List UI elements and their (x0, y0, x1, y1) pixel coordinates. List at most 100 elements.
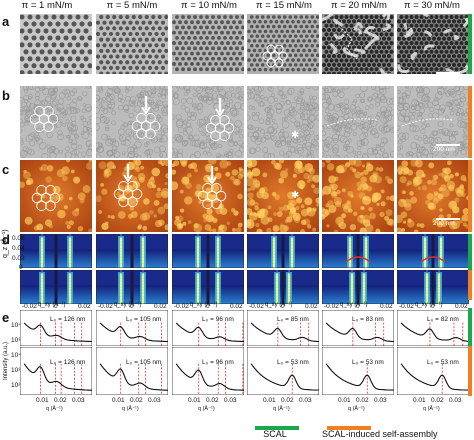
saxs-plot-top-5 (322, 310, 394, 346)
saxs-plot-top-2 (96, 310, 168, 346)
l0-label-top-5: L₀ = 83 nm (352, 316, 384, 323)
d-x-tick-4-3: 0.02 (305, 303, 318, 310)
e-x-tick-6-3: 0.03 (449, 397, 462, 404)
row-a-tile-5 (322, 14, 394, 74)
d-y-tick-1: 0.06 (12, 235, 25, 242)
gisaxs-map-bottom-6 (397, 270, 469, 304)
d-x-tick-3-3: 0.02 (230, 303, 243, 310)
l0-label-bottom-1: L₀ = 126 nm (50, 359, 86, 366)
gisaxs-map-bottom-4 (247, 270, 319, 304)
e-x-tick-6-2: 0.02 (431, 397, 444, 404)
gisaxs-map-top-6 (397, 234, 469, 268)
d-x-tick-4-2: 0 (281, 303, 285, 310)
row-a-tile-3 (172, 14, 244, 74)
e-y-tick-top-2: 10³ (11, 337, 21, 344)
row-a-tile-4 (247, 14, 319, 74)
l0-label-top-2: L₀ = 105 nm (126, 316, 162, 323)
e-y-tick-top-1: 10⁴ (11, 322, 22, 329)
e-x-tick-2-2: 0.02 (130, 397, 143, 404)
d-x-tick-2-2: 0 (130, 303, 134, 310)
row-c-tile-3 (172, 160, 244, 232)
legend-scal-label: SCAL (263, 429, 287, 439)
e-x-tick-3-1: 0.01 (188, 397, 201, 404)
induced-stripe-e (468, 346, 472, 396)
e-y-tick-bot-3: 10² (11, 382, 21, 389)
d-x-axis-label-1: q_xy (Å⁻¹) (38, 302, 66, 308)
e-x-tick-6-1: 0.01 (413, 397, 426, 404)
e-x-tick-3-2: 0.02 (206, 397, 219, 404)
pressure-header-2: π = 5 mN/m (106, 0, 158, 11)
row-a-tile-1 (20, 14, 92, 74)
e-x-tick-5-3: 0.03 (374, 397, 387, 404)
e-x-tick-2-3: 0.03 (148, 397, 161, 404)
e-x-axis-label-5: q (Å⁻¹) (348, 406, 365, 412)
gisaxs-map-bottom-1 (20, 270, 92, 304)
scale-bar-c (436, 218, 460, 220)
e-x-axis-label-6: q (Å⁻¹) (423, 406, 440, 412)
row-b-tile-1 (20, 86, 92, 158)
l0-label-bottom-3: L₀ = 96 nm (202, 359, 234, 366)
d-x-tick-4-1: -0.02 (249, 303, 264, 310)
row-b-tile-3 (172, 86, 244, 158)
row-b-tile-2 (96, 86, 168, 158)
saxs-plot-bottom-1 (20, 347, 92, 395)
l0-label-bottom-4: L₀ = 53 nm (277, 359, 309, 366)
row-c-tile-5 (322, 160, 394, 232)
e-x-axis-label-2: q (Å⁻¹) (122, 406, 139, 412)
d-x-axis-label-6: q_xy (Å⁻¹) (415, 302, 443, 308)
induced-stripe-d (468, 270, 472, 300)
e-y-tick-bot-2: 10³ (11, 367, 21, 374)
d-y-tick-3: 0.02 (12, 255, 25, 262)
svg-text:✱: ✱ (291, 130, 299, 141)
d-x-tick-5-3: 0.02 (380, 303, 393, 310)
gisaxs-map-top-2 (96, 234, 168, 268)
d-x-tick-3-1: -0.02 (174, 303, 189, 310)
gisaxs-map-top-1 (20, 234, 92, 268)
d-x-tick-1-1: -0.02 (22, 303, 37, 310)
e-x-tick-1-2: 0.02 (54, 397, 67, 404)
d-x-axis-label-5: q_xy (Å⁻¹) (340, 302, 368, 308)
scale-label-a: 200 nm (433, 74, 455, 81)
scale-label-b: 200 nm (433, 146, 455, 153)
gisaxs-map-top-5 (322, 234, 394, 268)
pressure-header-1: π = 1 mN/m (21, 0, 73, 11)
svg-text:✱: ✱ (291, 190, 299, 201)
row-c-tile-1 (20, 160, 92, 232)
row-b-tile-5 (322, 86, 394, 158)
row-c-tile-4: ✱ (247, 160, 319, 232)
pressure-header-6: π = 30 mN/m (404, 0, 460, 11)
row-c-tile-2 (96, 160, 168, 232)
saxs-plot-bottom-4 (247, 347, 319, 395)
d-x-tick-3-2: 0 (206, 303, 210, 310)
e-x-axis-label-3: q (Å⁻¹) (198, 406, 215, 412)
l0-label-top-1: L₀ = 126 nm (50, 316, 86, 323)
d-x-axis-label-3: q_xy (Å⁻¹) (190, 302, 218, 308)
e-x-tick-2-1: 0.01 (112, 397, 125, 404)
row-c-tile-6 (397, 160, 469, 232)
l0-label-bottom-6: L₀ = 53 nm (427, 359, 459, 366)
row-b-tile-6 (397, 86, 469, 158)
saxs-plot-top-3 (172, 310, 244, 346)
l0-label-top-6: L₀ = 82 nm (427, 316, 459, 323)
scal-stripe-d (468, 234, 472, 270)
scale-bar-b (436, 144, 460, 146)
row-a-tile-6 (397, 14, 469, 74)
e-x-tick-5-2: 0.02 (356, 397, 369, 404)
e-x-tick-1-3: 0.03 (72, 397, 85, 404)
saxs-plot-top-6 (397, 310, 469, 346)
e-x-tick-4-1: 0.01 (263, 397, 276, 404)
e-x-tick-5-1: 0.01 (338, 397, 351, 404)
saxs-plot-bottom-6 (397, 347, 469, 395)
saxs-plot-top-4 (247, 310, 319, 346)
e-y-axis-label: Intensity (a.u.) (3, 341, 9, 380)
panel-label-a: a (2, 14, 10, 29)
l0-label-top-4: L₀ = 85 nm (277, 316, 309, 323)
d-x-tick-6-1: -0.02 (399, 303, 414, 310)
pressure-header-5: π = 20 mN/m (331, 0, 387, 11)
saxs-plot-bottom-5 (322, 347, 394, 395)
legend-induced-label: SCAL-induced self-assembly (322, 429, 438, 439)
d-y-tick-2: 0.04 (12, 245, 25, 252)
saxs-plot-bottom-3 (172, 347, 244, 395)
e-x-tick-4-3: 0.03 (299, 397, 312, 404)
row-b-tile-4: ✱ (247, 86, 319, 158)
